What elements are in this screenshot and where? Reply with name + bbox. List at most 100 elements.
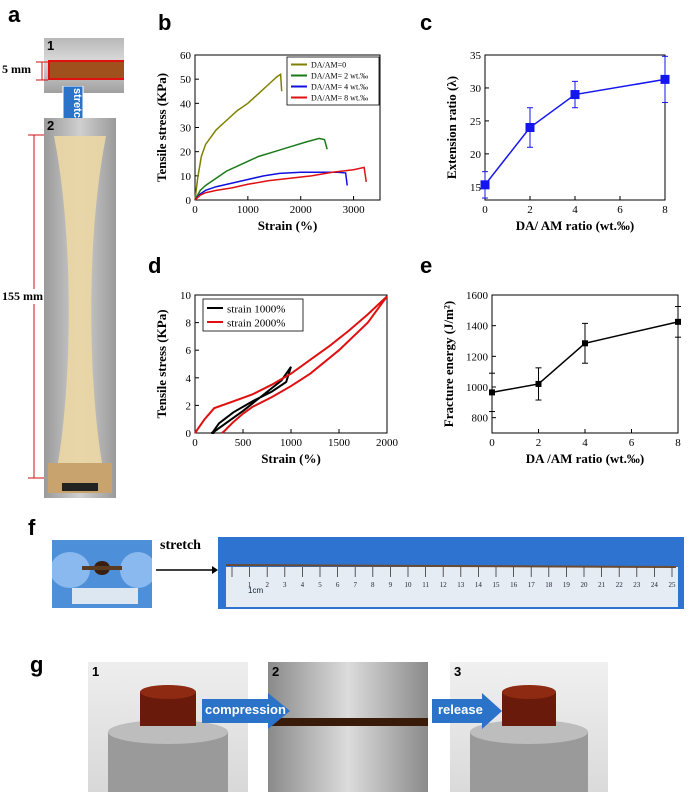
g-step-2: 2: [272, 664, 280, 679]
y-tick-label: 1400: [466, 321, 489, 333]
step-number-2: 2: [47, 118, 55, 133]
ruler-number: 13: [457, 581, 465, 589]
series-line: [491, 321, 679, 394]
x-tick-label: 2000: [376, 437, 399, 449]
x-axis-label: DA/ AM ratio (wt.‰): [516, 218, 634, 233]
stretch-arrow-label: stretch: [71, 88, 83, 125]
f-stretch-arrow: [156, 566, 218, 574]
release-arrow: [432, 693, 502, 729]
x-tick-label: 1500: [328, 437, 351, 449]
ruler-body: [226, 567, 678, 607]
y-tick-label: 1200: [466, 351, 489, 363]
series-line-1: [210, 366, 292, 434]
ruler-number: 17: [528, 581, 536, 589]
x-tick-label: 0: [482, 204, 488, 216]
ruler-number: 4: [301, 581, 305, 589]
chart-e: 0 2 4 6 8 800 1000 1200 1400 1600 DA /AM ratio (wt…: [441, 290, 681, 466]
y-tick-label: 20: [470, 149, 482, 161]
panel-label-b: b: [158, 10, 172, 35]
ruler-number: 11: [422, 581, 429, 589]
x-tick-label: 2000: [290, 204, 313, 216]
series-line-4: [194, 166, 367, 201]
x-tick-label: 6: [629, 437, 635, 449]
y-tick-label: 20: [180, 147, 192, 159]
ruler-number: 2: [265, 581, 269, 589]
ruler-number: 18: [545, 581, 553, 589]
y-axis-label: Tensile stress (KPa): [154, 73, 169, 182]
legend-label: strain 2000%: [227, 318, 285, 330]
x-tick-label: 0: [489, 437, 495, 449]
series-line-2: [194, 295, 388, 434]
compression-arrow: [202, 693, 290, 729]
y-axis-label: Extension ratio (λ): [444, 76, 459, 179]
ruler-photo-before: [52, 540, 152, 608]
legend-label: DA/AM= 8 wt.‰: [311, 94, 368, 103]
legend-label: DA/AM= 4 wt.‰: [311, 83, 368, 92]
ruler-number: 6: [336, 581, 340, 589]
data-point: [535, 380, 542, 387]
ruler-photo-after: 1 2 3 4 5 6 7 8 9 10 11 12 13 14 15 16 17 18 19 20 21 22 23 24 2…: [218, 537, 684, 609]
ruler-number: 9: [389, 581, 393, 589]
x-tick-label: 1000: [280, 437, 303, 449]
data-point: [480, 180, 490, 190]
legend-label: strain 1000%: [227, 304, 285, 316]
ruler-number: 16: [510, 581, 517, 589]
chart-c: 0 2 4 6 8 15 20 25 30 35 DA/ AM ratio (wt.‰) Extens…: [444, 50, 670, 233]
ruler-number: 14: [475, 581, 483, 589]
ruler-number: 24: [651, 581, 659, 589]
y-tick-label: 10: [180, 290, 192, 302]
panel-label-a: a: [8, 2, 21, 27]
legend-label: DA/AM=0: [311, 61, 346, 70]
y-tick-label: 10: [180, 171, 192, 183]
ruler-number: 15: [493, 581, 501, 589]
ruler-number: 5: [318, 581, 322, 589]
legend-label: DA/AM= 2 wt.‰: [311, 72, 368, 81]
panel-label-e: e: [420, 253, 433, 278]
y-axis-label: Tensile stress (KPa): [154, 309, 169, 418]
length-label: 155 mm: [2, 289, 43, 304]
panel-label-f: f: [28, 515, 36, 540]
panel-label-c: c: [420, 10, 433, 35]
width-label: 5 mm: [2, 62, 31, 76]
y-axis-label: Fracture energy (J/m²): [441, 301, 456, 427]
x-tick-label: 8: [662, 204, 668, 216]
y-tick-label: 4: [186, 373, 192, 385]
y-tick-label: 8: [186, 318, 192, 330]
ruler-number: 20: [581, 581, 589, 589]
ruler-number: 10: [405, 581, 413, 589]
stretched-sample: [225, 564, 677, 568]
ruler-number: 3: [283, 581, 287, 589]
ruler-number: 19: [563, 581, 571, 589]
stretch-photo-stretched: [44, 118, 116, 498]
y-tick-label: 35: [470, 50, 482, 62]
data-point: [660, 74, 670, 84]
panel-label-g: g: [30, 652, 44, 677]
y-tick-label: 1600: [466, 290, 489, 302]
axes-frame: [484, 54, 666, 201]
ruler-number: 25: [669, 581, 677, 589]
y-tick-label: 1000: [466, 382, 489, 394]
x-tick-label: 0: [192, 204, 198, 216]
x-tick-label: 500: [235, 437, 252, 449]
data-point: [582, 340, 588, 347]
ruler-number: 22: [616, 581, 624, 589]
step-number-1: 1: [47, 38, 55, 53]
chart-d: 0 500 1000 1500 2000 0 2 4 6 8 10 Strain (%) Tensile…: [154, 290, 399, 466]
ruler-number: 23: [633, 581, 641, 589]
f-stretch-label: stretch: [160, 538, 201, 553]
panel-label-d: d: [148, 253, 162, 278]
stretch-photo-initial: [44, 38, 124, 93]
compression-photo-2: [268, 662, 428, 792]
ruler-number: 21: [598, 581, 606, 589]
x-axis-label: Strain (%): [258, 218, 318, 233]
x-tick-label: 4: [572, 204, 578, 216]
y-tick-label: 0: [186, 195, 192, 207]
data-point: [570, 90, 580, 100]
ruler-number: 12: [440, 581, 448, 589]
y-tick-label: 40: [180, 98, 192, 110]
x-tick-label: 3000: [343, 204, 366, 216]
x-tick-label: 2: [536, 437, 542, 449]
y-tick-label: 0: [186, 428, 192, 440]
legend-box: [202, 298, 304, 332]
release-label: release: [438, 702, 483, 717]
